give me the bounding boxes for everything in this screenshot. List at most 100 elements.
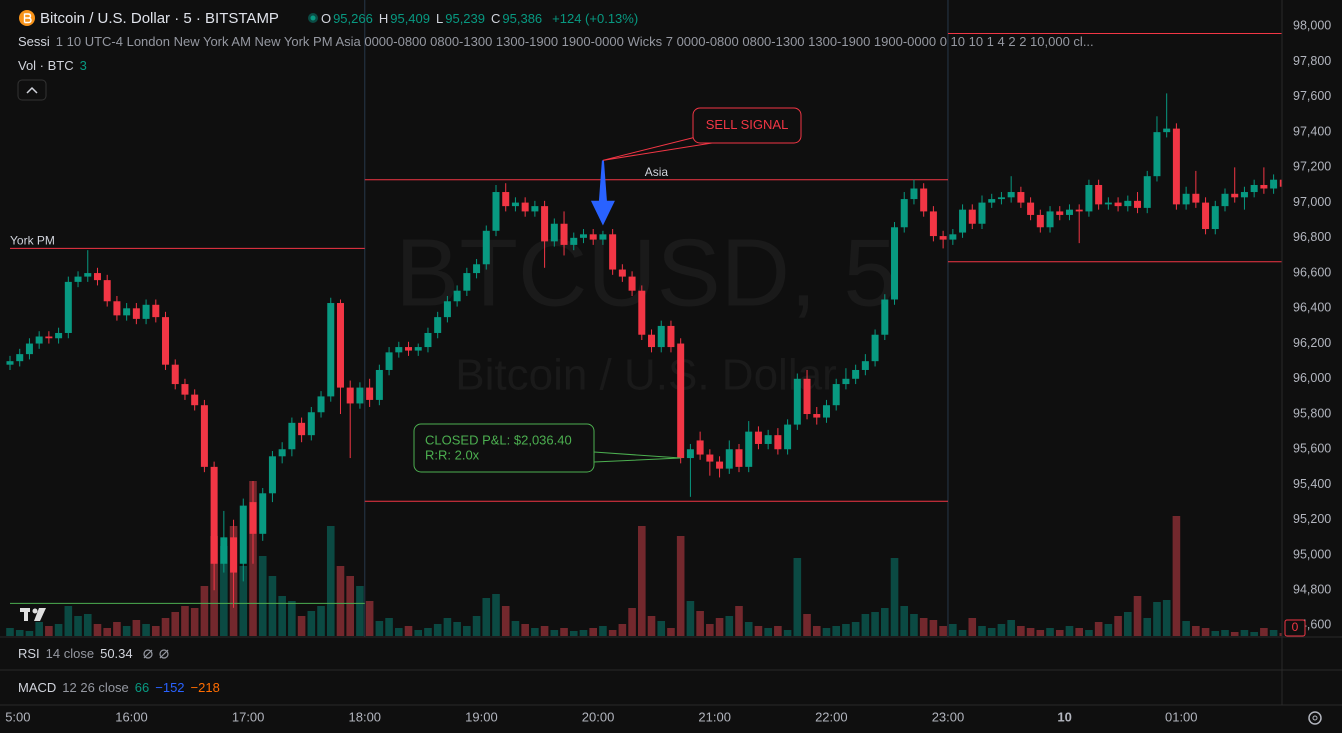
ohlc-value: 95,409 <box>390 10 430 26</box>
rsi-icons[interactable] <box>143 649 169 659</box>
candle-body <box>35 336 43 344</box>
volume-bar <box>395 628 403 636</box>
candle-body <box>1075 209 1083 212</box>
candle-body <box>395 347 403 353</box>
volume-bar <box>511 621 520 636</box>
volume-bar <box>949 624 957 636</box>
symbol-name: Bitcoin / U.S. Dollar · 5 · BITSTAMP <box>40 9 279 27</box>
y-tick-label: 95,000 <box>1293 547 1331 561</box>
candle-body <box>618 269 626 277</box>
annotations: York PM Asia SELL SIGNAL CLOSED P&L: $2,036… <box>10 107 802 473</box>
volume-bar <box>696 611 704 636</box>
signal-arrow <box>590 160 615 226</box>
candle-body <box>162 317 170 365</box>
volume-bar <box>297 616 306 636</box>
volume-bar <box>599 626 607 636</box>
candle-body <box>132 308 140 319</box>
volume-bar <box>336 566 345 636</box>
candle-body <box>473 264 481 274</box>
candle-body <box>443 301 451 318</box>
candle-body <box>871 334 879 362</box>
candle-body <box>570 237 578 245</box>
y-tick-label: 97,000 <box>1293 195 1331 209</box>
candle-body <box>336 303 344 388</box>
candle-body <box>1192 193 1200 203</box>
volume-bar <box>531 628 539 636</box>
candle-body <box>64 281 72 333</box>
candle-body <box>910 188 918 200</box>
candle-body <box>55 332 63 339</box>
volume-bar <box>161 618 170 636</box>
ohlc-key: H <box>378 10 389 26</box>
watermark-description: Bitcoin / U.S. Dollar <box>455 351 836 400</box>
volume-bar <box>744 622 753 636</box>
volume-bar <box>1269 630 1278 636</box>
watermark: BTCUSD, 5 Bitcoin / U.S. Dollar <box>395 219 896 399</box>
candle-body <box>1027 202 1035 215</box>
candle-body <box>366 387 374 400</box>
volume-bar <box>1007 620 1015 636</box>
volume-bar <box>550 630 559 636</box>
volume-bar <box>521 624 529 636</box>
volume-bar <box>881 608 889 636</box>
volume-bar <box>385 618 393 636</box>
candle-body <box>482 230 490 265</box>
collapse-button[interactable] <box>17 79 47 101</box>
candle-body <box>327 303 335 397</box>
candle-body <box>1046 211 1054 228</box>
volume-bar <box>1172 516 1181 636</box>
candle-body <box>949 234 957 240</box>
candle-body <box>988 199 996 203</box>
btc-icon <box>19 10 35 26</box>
volume-bar <box>958 630 967 636</box>
volume-bar <box>501 606 510 636</box>
candle-body <box>288 422 296 450</box>
candle-body <box>1017 192 1025 203</box>
y-tick-label: 95,800 <box>1293 406 1331 420</box>
volume-bar <box>968 618 977 636</box>
candle-body <box>648 334 656 348</box>
volume-legend: Vol · BTC 3 <box>18 58 87 73</box>
indicator-params: 12 26 close <box>62 680 129 695</box>
volume-bar <box>910 614 918 636</box>
volume-bar <box>647 616 656 636</box>
indicator-value: 3 <box>79 58 87 73</box>
volume-bar <box>326 526 335 636</box>
candle-body <box>560 223 568 245</box>
volume-bar <box>1075 628 1083 636</box>
volume-bar <box>1143 618 1152 636</box>
volume-scale-label: 0 <box>1292 620 1299 634</box>
volume-bar <box>754 626 763 636</box>
volume-bar <box>987 628 996 636</box>
candle-body <box>784 424 792 450</box>
volume-bar <box>15 630 24 636</box>
volume-bar <box>764 628 772 636</box>
volume-scale-box <box>1284 619 1306 637</box>
candle-body <box>346 387 354 404</box>
callout-text: SELL SIGNAL <box>706 117 789 132</box>
volume-bar <box>890 558 899 636</box>
volume-bar <box>1026 628 1035 636</box>
volume-bar <box>268 576 277 636</box>
candle-body <box>706 454 714 462</box>
sessions-legend: Sessi 1 10 UTC-4 London New York AM New … <box>18 34 1094 49</box>
candle-body <box>142 304 150 319</box>
volume-bar <box>1221 630 1229 636</box>
volume-bar <box>540 626 549 636</box>
candle-body <box>220 537 228 564</box>
settings-icon[interactable] <box>1308 711 1322 725</box>
candle-body <box>531 206 539 212</box>
volume-bar <box>472 616 481 636</box>
volume-bar <box>735 606 743 636</box>
volume-bar <box>812 626 821 636</box>
candle-body <box>628 276 636 291</box>
callout-pointer <box>593 451 681 463</box>
volume-bar <box>288 601 296 636</box>
y-tick-label: 97,400 <box>1293 124 1331 138</box>
candle-body <box>6 361 14 365</box>
candle-body <box>453 290 461 302</box>
symbol-header: Bitcoin / U.S. Dollar · 5 · BITSTAMP O 95… <box>40 8 638 28</box>
indicator-params: 14 close <box>45 646 95 661</box>
volume-bar <box>220 546 228 636</box>
